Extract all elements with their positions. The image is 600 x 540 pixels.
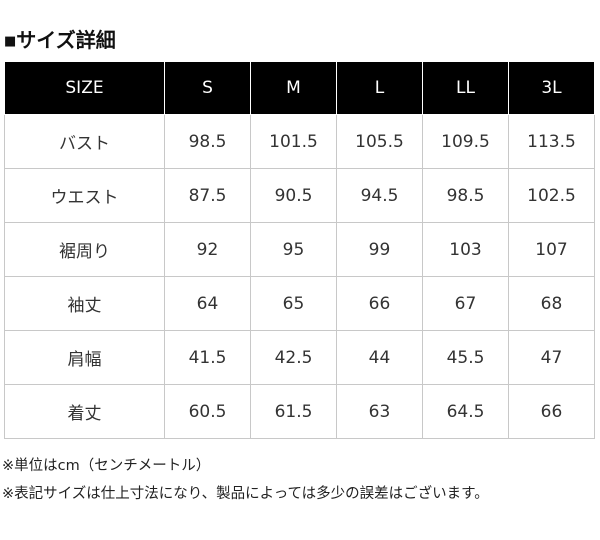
section-title-text: サイズ詳細 (16, 28, 116, 52)
unit-note: ※単位はcm（センチメートル） (2, 458, 211, 474)
table-cell: 105.5 (336, 114, 423, 169)
table-row: ウエスト 87.5 90.5 94.5 98.5 102.5 (4, 168, 595, 223)
row-label: ウエスト (4, 168, 165, 223)
table-cell: 102.5 (508, 168, 595, 223)
row-label: 肩幅 (4, 330, 165, 385)
table-cell: 64 (164, 276, 251, 331)
table-cell: 63 (336, 384, 423, 439)
table-cell: 45.5 (422, 330, 509, 385)
table-cell: 68 (508, 276, 595, 331)
table-cell: 92 (164, 222, 251, 277)
tolerance-note: ※表記サイズは仕上寸法になり、製品によっては多少の誤差はございます。 (2, 486, 489, 502)
row-label: 着丈 (4, 384, 165, 439)
table-cell: 41.5 (164, 330, 251, 385)
table-cell: 113.5 (508, 114, 595, 169)
table-cell: 99 (336, 222, 423, 277)
table-cell: 90.5 (250, 168, 337, 223)
table-cell: 60.5 (164, 384, 251, 439)
table-cell: 67 (422, 276, 509, 331)
table-cell: 98.5 (164, 114, 251, 169)
table-cell: 94.5 (336, 168, 423, 223)
table-cell: 98.5 (422, 168, 509, 223)
header-cell-ll: LL (422, 61, 509, 115)
header-row: SIZE S M L LL 3L (4, 61, 595, 115)
table-cell: 109.5 (422, 114, 509, 169)
row-label: 裾周り (4, 222, 165, 277)
table-cell: 42.5 (250, 330, 337, 385)
header-cell-3l: 3L (508, 61, 595, 115)
table-cell: 47 (508, 330, 595, 385)
square-bullet-icon: ■ (4, 34, 17, 49)
size-table: SIZE S M L LL 3L バスト 98.5 101.5 105.5 10… (4, 61, 595, 439)
table-row: バスト 98.5 101.5 105.5 109.5 113.5 (4, 114, 595, 169)
notes: ※単位はcm（センチメートル） ※表記サイズは仕上寸法になり、製品によっては多少… (2, 452, 489, 508)
table-row: 肩幅 41.5 42.5 44 45.5 47 (4, 330, 595, 385)
section-title: ■サイズ詳細 (4, 28, 116, 54)
table-cell: 65 (250, 276, 337, 331)
table-cell: 44 (336, 330, 423, 385)
table-cell: 66 (508, 384, 595, 439)
table-row: 裾周り 92 95 99 103 107 (4, 222, 595, 277)
header-cell-s: S (164, 61, 251, 115)
header-cell-l: L (336, 61, 423, 115)
table-cell: 95 (250, 222, 337, 277)
row-label: バスト (4, 114, 165, 169)
table-cell: 61.5 (250, 384, 337, 439)
header-cell-size: SIZE (4, 61, 165, 115)
header-cell-m: M (250, 61, 337, 115)
table-cell: 101.5 (250, 114, 337, 169)
table-cell: 87.5 (164, 168, 251, 223)
table-cell: 66 (336, 276, 423, 331)
table-row: 着丈 60.5 61.5 63 64.5 66 (4, 384, 595, 439)
table-cell: 107 (508, 222, 595, 277)
row-label: 袖丈 (4, 276, 165, 331)
table-cell: 64.5 (422, 384, 509, 439)
table-cell: 103 (422, 222, 509, 277)
table-row: 袖丈 64 65 66 67 68 (4, 276, 595, 331)
